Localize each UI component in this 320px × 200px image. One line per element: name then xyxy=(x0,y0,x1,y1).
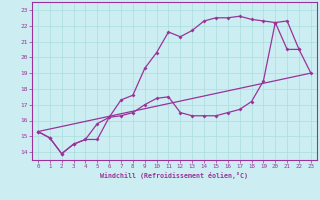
X-axis label: Windchill (Refroidissement éolien,°C): Windchill (Refroidissement éolien,°C) xyxy=(100,172,248,179)
